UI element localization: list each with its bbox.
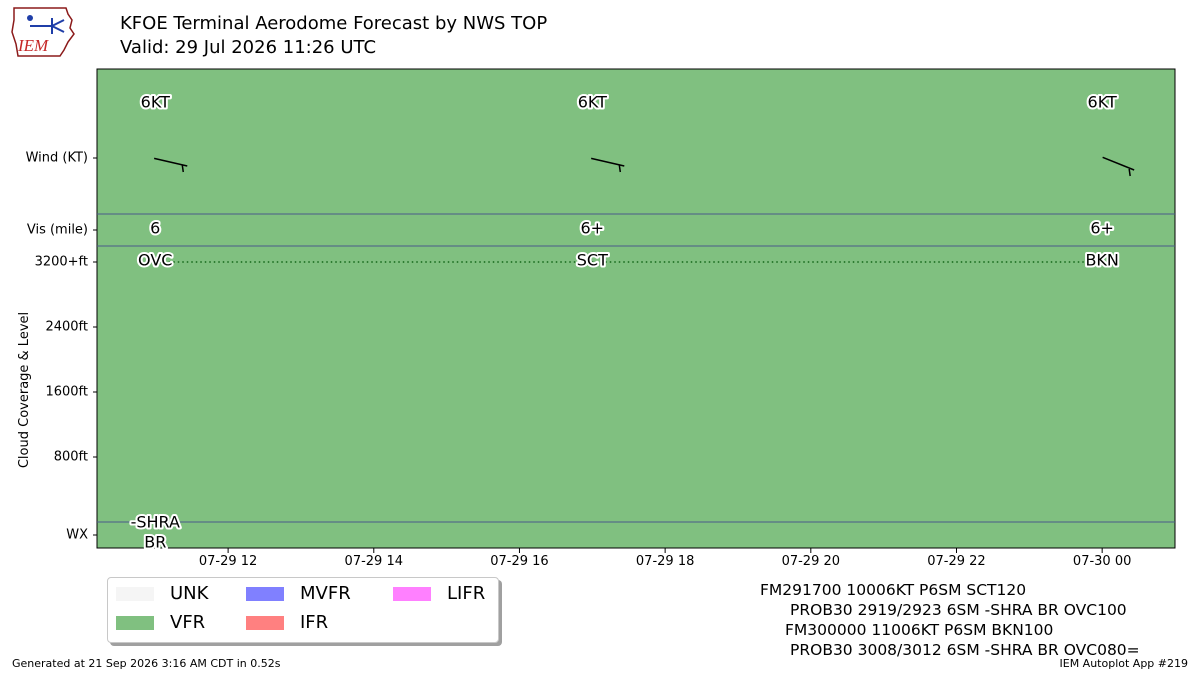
wind-barb-flag-0 [181, 164, 185, 173]
legend-item-vfr: VFR [116, 612, 205, 633]
legend-item-lifr: LIFR [393, 583, 485, 604]
x-tick-label-1: 07-29 14 [345, 554, 403, 569]
legend: UNK MVFR LIFR VFR IFR [107, 577, 499, 643]
wind-barb-flag-1 [618, 164, 622, 173]
taf-line-3: FM300000 11006KT P6SM BKN100 [785, 621, 1054, 639]
legend-item-unk: UNK [116, 583, 208, 604]
legend-swatch-ifr [246, 615, 284, 630]
x-tick-label-3: 07-29 18 [636, 554, 694, 569]
plot-area [96, 68, 1176, 549]
vis-label-0: 6 [150, 219, 160, 238]
legend-label-vfr: VFR [170, 612, 206, 633]
x-tick-label-5: 07-29 22 [927, 554, 985, 569]
wx-label-0-0: -SHRA [131, 513, 180, 532]
ylabel-vis: Vis (mile) [27, 223, 88, 238]
legend-swatch-lifr [393, 586, 431, 601]
valid-time: Valid: 29 Jul 2026 11:26 UTC [120, 37, 377, 58]
cloud-label-1: SCT [577, 251, 608, 270]
legend-label-ifr: IFR [300, 612, 329, 633]
ylabel-cloud-3: 800ft [54, 450, 88, 465]
wind-barb-shaft-0 [153, 157, 188, 167]
legend-label-unk: UNK [170, 583, 209, 604]
logo-text: IEM [17, 36, 49, 55]
wind-label-0: 6KT [141, 93, 170, 112]
cloud-label-0: OVC [138, 251, 172, 270]
x-tick-label-6: 07-30 00 [1073, 554, 1131, 569]
vis-label-2: 6+ [1090, 219, 1114, 238]
legend-swatch-vfr [116, 615, 154, 630]
chart-title: KFOE Terminal Aerodome Forecast by NWS T… [120, 13, 548, 34]
app-note: IEM Autoplot App #219 [1059, 657, 1189, 670]
taf-line-1: FM291700 10006KT P6SM SCT120 [760, 581, 1027, 599]
legend-item-ifr: IFR [246, 612, 328, 633]
y-axis-label: Cloud Coverage & Level [17, 312, 32, 468]
wind-barb-shaft-1 [590, 157, 625, 167]
x-tick-label-0: 07-29 12 [199, 554, 257, 569]
taf-line-4: PROB30 3008/3012 6SM -SHRA BR OVC080= [790, 641, 1140, 659]
wind-barb-shaft-2 [1102, 156, 1135, 171]
taf-line-2: PROB30 2919/2923 6SM -SHRA BR OVC100 [790, 601, 1127, 619]
ylabel-wind: Wind (KT) [26, 151, 88, 166]
cloud-label-2: BKN [1085, 251, 1118, 270]
ylabel-cloud-1: 2400ft [45, 320, 88, 335]
wx-label-0-1: BR [144, 533, 166, 552]
wind-label-1: 6KT [578, 93, 607, 112]
ylabel-cloud-2: 1600ft [45, 385, 88, 400]
legend-label-mvfr: MVFR [300, 583, 351, 604]
legend-swatch-unk [116, 586, 154, 601]
vis-label-1: 6+ [581, 219, 605, 238]
ylabel-wx: WX [66, 528, 88, 543]
x-tick-label-4: 07-29 20 [782, 554, 840, 569]
wind-label-2: 6KT [1088, 93, 1117, 112]
wind-barb-flag-2 [1128, 168, 1131, 177]
generated-note: Generated at 21 Sep 2026 3:16 AM CDT in … [12, 657, 281, 670]
legend-swatch-mvfr [246, 586, 284, 601]
ylabel-cloud-0: 3200+ft [35, 255, 88, 270]
legend-item-mvfr: MVFR [246, 583, 351, 604]
x-tick-label-2: 07-29 16 [490, 554, 548, 569]
iem-logo: IEM [11, 7, 75, 57]
legend-label-lifr: LIFR [447, 583, 486, 604]
